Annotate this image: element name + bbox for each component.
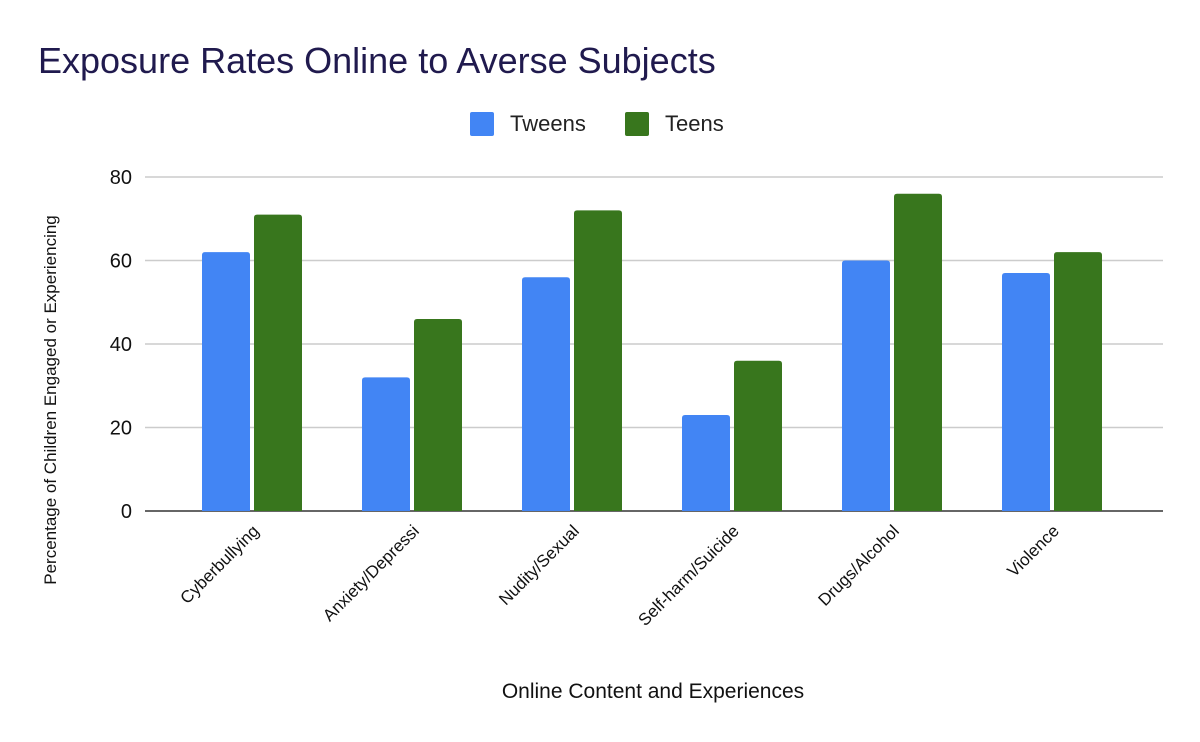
x-tick-label: Anxiety/Depressi [319, 521, 423, 625]
y-tick-label: 40 [110, 334, 132, 356]
y-tick-label: 20 [110, 418, 132, 440]
legend-item-tweens[interactable]: Tweens [470, 111, 586, 137]
bar-tweens [1002, 273, 1050, 511]
x-tick-label: Cyberbullying [177, 521, 263, 607]
bar-teens [1054, 252, 1102, 511]
legend-swatch-teens [625, 112, 649, 136]
x-tick-label: Violence [1003, 521, 1062, 580]
bar-teens [414, 318, 462, 511]
bar-tweens [842, 260, 890, 511]
x-axis-title: Online Content and Experiences [502, 680, 804, 703]
legend-swatch-tweens [470, 112, 494, 136]
legend-label-tweens: Tweens [510, 111, 586, 136]
x-tick-label: Drugs/Alcohol [815, 521, 903, 609]
y-tick-label: 60 [110, 251, 132, 273]
bar-teens [574, 210, 622, 511]
bar-teens [894, 193, 942, 511]
bar-tweens [682, 414, 730, 511]
bar-tweens [522, 277, 570, 511]
x-tick-label: Self-harm/Suicide [635, 521, 743, 629]
chart-title: Exposure Rates Online to Averse Subjects [38, 40, 716, 81]
y-tick-label: 80 [110, 167, 132, 189]
bar-teens [734, 360, 782, 511]
legend-label-teens: Teens [665, 111, 724, 136]
legend-item-teens[interactable]: Teens [625, 111, 724, 137]
bar-tweens [362, 377, 410, 511]
bar-tweens [202, 252, 250, 511]
x-tick-label: Nudity/Sexual [495, 521, 583, 609]
y-tick-label: 0 [121, 501, 132, 523]
bar-teens [254, 214, 302, 511]
y-axis-title: Percentage of Children Engaged or Experi… [41, 215, 60, 585]
